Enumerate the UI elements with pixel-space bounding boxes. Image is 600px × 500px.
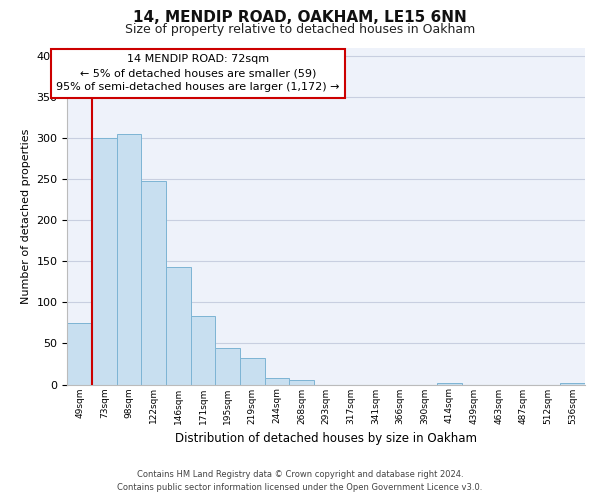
- Bar: [289, 380, 314, 384]
- Bar: [215, 348, 240, 384]
- Text: 14, MENDIP ROAD, OAKHAM, LE15 6NN: 14, MENDIP ROAD, OAKHAM, LE15 6NN: [133, 10, 467, 25]
- Bar: [142, 180, 166, 384]
- Bar: [240, 358, 265, 384]
- Bar: [265, 378, 289, 384]
- X-axis label: Distribution of detached houses by size in Oakham: Distribution of detached houses by size …: [175, 432, 477, 445]
- Bar: [166, 267, 191, 384]
- Bar: [191, 316, 215, 384]
- Text: Size of property relative to detached houses in Oakham: Size of property relative to detached ho…: [125, 22, 475, 36]
- Bar: [437, 383, 462, 384]
- Bar: [560, 383, 585, 384]
- Bar: [67, 323, 92, 384]
- Bar: [116, 134, 142, 384]
- Bar: [92, 138, 116, 384]
- Text: Contains HM Land Registry data © Crown copyright and database right 2024.
Contai: Contains HM Land Registry data © Crown c…: [118, 470, 482, 492]
- Y-axis label: Number of detached properties: Number of detached properties: [21, 128, 31, 304]
- Text: 14 MENDIP ROAD: 72sqm
← 5% of detached houses are smaller (59)
95% of semi-detac: 14 MENDIP ROAD: 72sqm ← 5% of detached h…: [56, 54, 340, 92]
